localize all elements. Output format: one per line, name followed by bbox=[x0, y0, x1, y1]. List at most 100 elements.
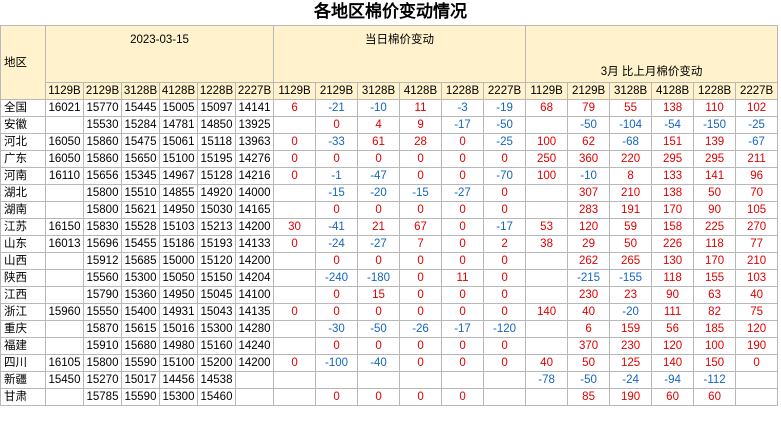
region-cell: 湖北 bbox=[0, 184, 46, 202]
change-cell: -70 bbox=[483, 167, 527, 185]
price-cell: 15460 bbox=[197, 388, 236, 406]
price-cell: 14200 bbox=[234, 218, 275, 236]
change-cell: 0 bbox=[441, 201, 485, 219]
change-cell: 4 bbox=[357, 116, 401, 134]
column-header: 2227B bbox=[735, 82, 779, 100]
change-cell: 75 bbox=[735, 303, 779, 321]
region-cell: 全国 bbox=[0, 99, 46, 117]
region-cell: 四川 bbox=[0, 354, 46, 372]
price-cell: 15045 bbox=[197, 286, 236, 304]
change-cell: 103 bbox=[735, 269, 779, 287]
change-cell: -17 bbox=[441, 320, 485, 338]
change-cell: 0 bbox=[399, 303, 443, 321]
price-cell: 14141 bbox=[234, 99, 275, 117]
column-header: 3128B bbox=[609, 82, 653, 100]
change-cell: 130 bbox=[651, 252, 695, 270]
change-cell bbox=[357, 371, 401, 389]
change-cell: 0 bbox=[399, 388, 443, 406]
change-cell: 158 bbox=[651, 218, 695, 236]
price-cell: 15910 bbox=[83, 337, 122, 355]
change-cell: 0 bbox=[399, 201, 443, 219]
table-row: 安徽 15530 15284 14781 14850 13925 0 4 9 -17 -50 -50-… bbox=[0, 116, 779, 134]
change-cell: 61 bbox=[357, 133, 401, 151]
change-cell: -21 bbox=[315, 99, 359, 117]
price-cell: 15300 bbox=[159, 388, 198, 406]
price-cell: 15213 bbox=[197, 218, 236, 236]
change-cell bbox=[273, 286, 317, 304]
change-cell: 67 bbox=[399, 218, 443, 236]
change-cell: 220 bbox=[609, 150, 653, 168]
price-cell: 15097 bbox=[197, 99, 236, 117]
table-row: 山东 16013 15696 15455 15186 15193 14133 0 -24 -27 7… bbox=[0, 235, 779, 253]
change-cell: 230 bbox=[609, 337, 653, 355]
price-cell: 15345 bbox=[121, 167, 160, 185]
price-cell: 15160 bbox=[197, 337, 236, 355]
region-cell: 湖南 bbox=[0, 201, 46, 219]
price-cell: 15656 bbox=[83, 167, 122, 185]
change-cell bbox=[273, 337, 317, 355]
change-cell: 120 bbox=[651, 337, 695, 355]
price-cell: 15005 bbox=[159, 99, 198, 117]
change-cell bbox=[273, 252, 317, 270]
price-cell: 15200 bbox=[197, 354, 236, 372]
change-cell: 0 bbox=[441, 337, 485, 355]
change-cell: 125 bbox=[609, 354, 653, 372]
table-row: 新疆 15450 15270 15017 14456 14538 -78 -50 -24 -94-… bbox=[0, 371, 779, 389]
change-cell: 0 bbox=[483, 286, 527, 304]
change-cell: 0 bbox=[441, 150, 485, 168]
change-cell: -1 bbox=[315, 167, 359, 185]
change-cell: -40 bbox=[357, 354, 401, 372]
price-cell: 15103 bbox=[159, 218, 198, 236]
table-row: 陕西 15560 15300 15050 15150 14204 -240 -180 0 11 0-… bbox=[0, 269, 779, 287]
change-cell: -94 bbox=[651, 371, 695, 389]
price-cell: 15360 bbox=[121, 286, 160, 304]
change-cell: 0 bbox=[357, 337, 401, 355]
column-header: 1228B bbox=[693, 82, 737, 100]
price-cell bbox=[234, 371, 275, 389]
change-cell: 0 bbox=[441, 133, 485, 151]
price-cell: 15960 bbox=[45, 303, 84, 321]
price-cell: 15455 bbox=[121, 235, 160, 253]
price-cell: 14276 bbox=[234, 150, 275, 168]
change-cell bbox=[273, 116, 317, 134]
change-cell: 265 bbox=[609, 252, 653, 270]
price-cell: 14165 bbox=[234, 201, 275, 219]
change-cell: 50 bbox=[567, 354, 611, 372]
change-cell: 40 bbox=[525, 354, 569, 372]
change-cell: 138 bbox=[651, 184, 695, 202]
change-cell: -3 bbox=[441, 99, 485, 117]
price-cell: 15860 bbox=[83, 133, 122, 151]
change-cell: 159 bbox=[609, 320, 653, 338]
change-cell: 0 bbox=[483, 303, 527, 321]
group-header: 2023-03-15 bbox=[44, 25, 275, 83]
change-cell: 155 bbox=[693, 269, 737, 287]
price-cell: 15800 bbox=[83, 201, 122, 219]
change-cell: 0 bbox=[315, 252, 359, 270]
price-cell bbox=[45, 286, 84, 304]
price-cell: 14280 bbox=[234, 320, 275, 338]
change-cell: 50 bbox=[609, 235, 653, 253]
group-header: 当日棉价变动 bbox=[273, 25, 527, 83]
change-cell: 0 bbox=[483, 337, 527, 355]
change-cell: -100 bbox=[315, 354, 359, 372]
change-cell: 295 bbox=[693, 150, 737, 168]
change-cell: 82 bbox=[693, 303, 737, 321]
column-header: 2227B bbox=[234, 82, 275, 100]
change-cell: 0 bbox=[483, 150, 527, 168]
region-cell: 河南 bbox=[0, 167, 46, 185]
column-header: 4128B bbox=[399, 82, 443, 100]
change-cell: 0 bbox=[399, 167, 443, 185]
table-row: 山西 15912 15685 15000 15120 14200 0 0 0 0 0 262 265 13… bbox=[0, 252, 779, 270]
change-cell: 0 bbox=[273, 354, 317, 372]
price-cell: 14855 bbox=[159, 184, 198, 202]
change-cell: 63 bbox=[693, 286, 737, 304]
change-cell: 2 bbox=[483, 235, 527, 253]
column-header: 3128B bbox=[121, 82, 160, 100]
change-cell: 360 bbox=[567, 150, 611, 168]
column-header: 4128B bbox=[159, 82, 198, 100]
change-cell: 0 bbox=[357, 303, 401, 321]
change-cell: 21 bbox=[357, 218, 401, 236]
change-cell: 191 bbox=[609, 201, 653, 219]
change-cell bbox=[273, 201, 317, 219]
change-cell: 0 bbox=[483, 201, 527, 219]
